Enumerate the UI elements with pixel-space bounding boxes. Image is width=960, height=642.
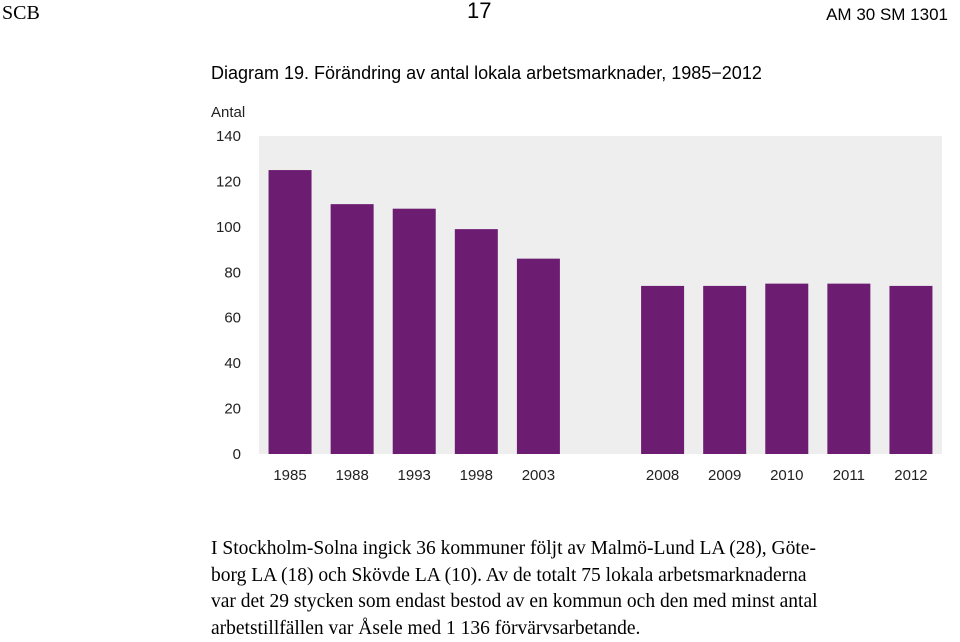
bar-1985 (269, 170, 312, 454)
y-tick-label: 40 (224, 355, 241, 372)
y-axis-label: Antal (211, 104, 245, 121)
bar-2009 (703, 286, 746, 454)
y-tick-label: 0 (233, 446, 241, 463)
body-line: I Stockholm-Solna ingick 36 kommuner föl… (211, 536, 951, 563)
x-axis-ticks: 1985 1988 1993 1998 2003 2008 2009 2010 2011 2012 (273, 467, 927, 484)
y-tick-label: 80 (224, 264, 241, 281)
y-tick-label: 120 (216, 173, 241, 190)
x-tick-label: 1998 (460, 467, 493, 484)
bar-2012 (889, 286, 932, 454)
x-tick-label: 1985 (273, 467, 306, 484)
bar-chart: Antal 0 20 40 60 80 100 120 140 1985 1988 1993 199… (0, 0, 960, 500)
bar-1988 (331, 204, 374, 454)
bar-2010 (765, 284, 808, 454)
y-tick-label: 20 (224, 401, 241, 418)
bar-2008 (641, 286, 684, 454)
x-tick-label: 2009 (708, 467, 741, 484)
y-tick-label: 60 (224, 310, 241, 327)
x-tick-label: 2011 (833, 467, 865, 484)
bar-1998 (455, 229, 498, 454)
x-tick-label: 2008 (646, 467, 679, 484)
y-axis-ticks: 0 20 40 60 80 100 120 140 (216, 128, 241, 463)
y-tick-label: 140 (216, 128, 241, 145)
y-tick-label: 100 (216, 219, 241, 236)
body-line: arbetstillfällen var Åsele med 1 136 för… (211, 616, 951, 642)
body-line: var det 29 stycken som endast bestod av … (211, 589, 951, 616)
x-tick-label: 2012 (894, 467, 927, 484)
x-tick-label: 1988 (335, 467, 368, 484)
bar-1993 (393, 209, 436, 454)
body-paragraph: I Stockholm-Solna ingick 36 kommuner föl… (211, 536, 951, 642)
x-tick-label: 1993 (398, 467, 431, 484)
bar-2011 (827, 284, 870, 454)
x-tick-label: 2010 (770, 467, 803, 484)
x-tick-label: 2003 (522, 467, 555, 484)
body-line: borg LA (18) och Skövde LA (10). Av de t… (211, 563, 951, 590)
bar-2003 (517, 259, 560, 454)
